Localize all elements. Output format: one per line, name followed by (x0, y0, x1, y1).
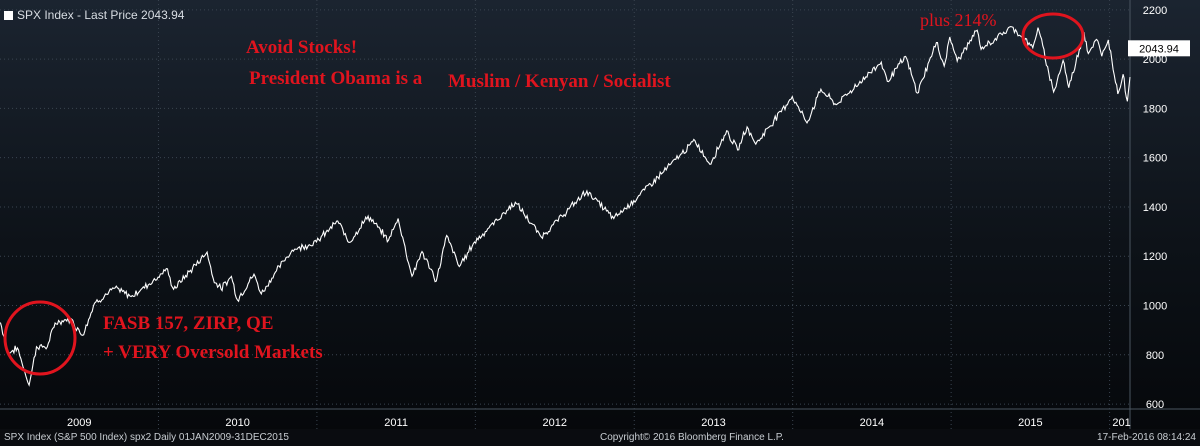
last-price-tag (1128, 40, 1190, 57)
circle-2009-low (3, 300, 77, 376)
annotation-avoid-stocks: Avoid Stocks! (246, 37, 358, 58)
y-tick-label: 2200 (1143, 5, 1167, 17)
y-tick-label: 600 (1146, 399, 1164, 411)
annotation-fasb: FASB 157, ZIRP, QE (103, 313, 274, 334)
x-tick-label: 2009 (67, 417, 91, 429)
y-tick-label: 1200 (1143, 251, 1167, 263)
circle-2015-high (1021, 12, 1085, 60)
x-tick-label: 2015 (1018, 417, 1042, 429)
annotation-plus-214: plus 214% (920, 10, 997, 30)
x-tick-label: 201 (1112, 417, 1130, 429)
annotation-obama-suffix: Muslim / Kenyan / Socialist (448, 71, 671, 92)
footer-left: SPX Index (S&P 500 Index) spx2 Daily 01J… (4, 432, 289, 443)
last-price-tag-label: 2043.94 (1139, 43, 1179, 55)
y-tick-label: 1400 (1143, 202, 1167, 214)
legend-swatch (4, 10, 13, 20)
footer-center: Copyright© 2016 Bloomberg Finance L.P. (600, 432, 784, 443)
y-tick-label: 2000 (1143, 54, 1167, 66)
y-tick-label: 1800 (1143, 103, 1167, 115)
price-line (0, 26, 1131, 387)
footer-right: 17-Feb-2016 08:14:24 (1097, 432, 1196, 443)
x-tick-label: 2013 (701, 417, 725, 429)
footer-bar: SPX Index (S&P 500 Index) spx2 Daily 01J… (0, 429, 1200, 446)
legend: SPX Index - Last Price 2043.94 (4, 8, 184, 22)
legend-label: SPX Index - Last Price 2043.94 (17, 8, 185, 22)
y-tick-label: 1000 (1143, 301, 1167, 313)
annotation-obama-prefix: President Obama is a (249, 68, 423, 89)
y-tick-label: 1600 (1143, 153, 1167, 165)
annotation-oversold: + VERY Oversold Markets (103, 342, 323, 363)
x-tick-label: 2014 (860, 417, 884, 429)
x-tick-label: 2012 (543, 417, 567, 429)
x-tick-label: 2011 (384, 417, 408, 429)
x-tick-label: 2010 (225, 417, 249, 429)
y-tick-label: 800 (1146, 350, 1164, 362)
